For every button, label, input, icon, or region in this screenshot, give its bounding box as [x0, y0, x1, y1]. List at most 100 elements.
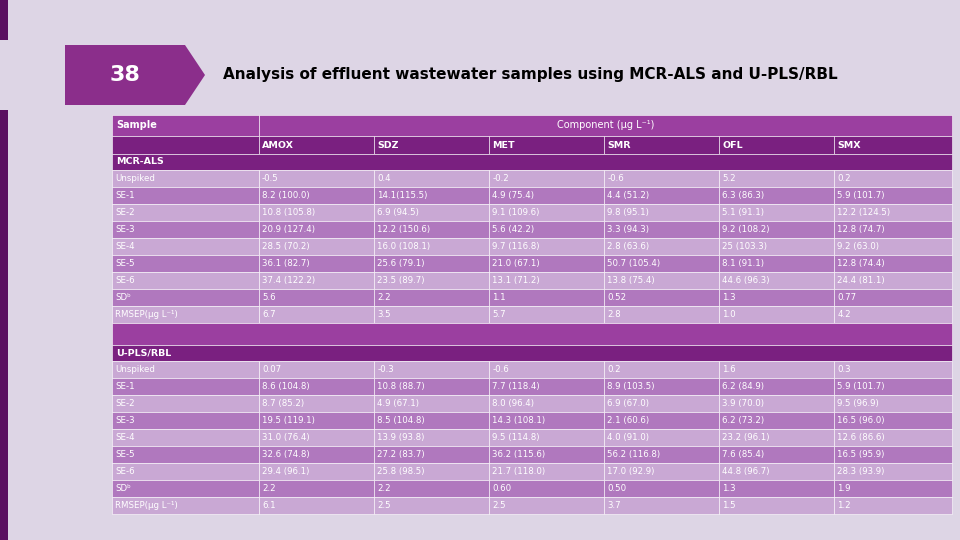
- Bar: [719, 170, 834, 187]
- Bar: [834, 136, 952, 154]
- Text: 16.0 (108.1): 16.0 (108.1): [377, 242, 430, 251]
- Text: 9.1 (109.6): 9.1 (109.6): [492, 208, 540, 217]
- Text: 0.3: 0.3: [837, 365, 851, 374]
- Text: Unspiked: Unspiked: [115, 365, 155, 374]
- Text: 6.2 (73.2): 6.2 (73.2): [722, 416, 764, 425]
- Bar: [374, 378, 490, 395]
- Bar: [490, 187, 604, 204]
- Text: 2.8: 2.8: [608, 310, 621, 319]
- Bar: [834, 221, 952, 238]
- Bar: [374, 412, 490, 429]
- Bar: [374, 361, 490, 378]
- Text: 9.5 (96.9): 9.5 (96.9): [837, 399, 879, 408]
- Text: 12.6 (86.6): 12.6 (86.6): [837, 433, 885, 442]
- Text: SE-3: SE-3: [115, 416, 134, 425]
- Bar: [259, 446, 374, 463]
- Bar: [374, 136, 490, 154]
- Bar: [719, 136, 834, 154]
- Bar: [112, 323, 952, 345]
- Text: 0.2: 0.2: [608, 365, 621, 374]
- Bar: [374, 221, 490, 238]
- Bar: [112, 255, 259, 272]
- Bar: [604, 306, 719, 323]
- Text: 0.77: 0.77: [837, 293, 856, 302]
- Text: 0.4: 0.4: [377, 174, 391, 183]
- Text: 6.7: 6.7: [262, 310, 276, 319]
- Bar: [112, 395, 259, 412]
- Text: SE-6: SE-6: [115, 276, 134, 285]
- Text: 0.07: 0.07: [262, 365, 281, 374]
- Bar: [112, 497, 259, 514]
- Bar: [719, 446, 834, 463]
- Bar: [834, 463, 952, 480]
- Text: 0.50: 0.50: [608, 484, 626, 493]
- Bar: [112, 115, 259, 136]
- Bar: [719, 289, 834, 306]
- Text: SE-5: SE-5: [115, 450, 134, 459]
- Text: SE-6: SE-6: [115, 467, 134, 476]
- Bar: [834, 446, 952, 463]
- Text: 9.2 (63.0): 9.2 (63.0): [837, 242, 879, 251]
- Text: 3.5: 3.5: [377, 310, 391, 319]
- Bar: [374, 255, 490, 272]
- Text: 32.6 (74.8): 32.6 (74.8): [262, 450, 310, 459]
- Text: 37.4 (122.2): 37.4 (122.2): [262, 276, 315, 285]
- Bar: [112, 238, 259, 255]
- Bar: [490, 289, 604, 306]
- Bar: [112, 272, 259, 289]
- Text: U-PLS/RBL: U-PLS/RBL: [116, 348, 171, 357]
- Text: 21.7 (118.0): 21.7 (118.0): [492, 467, 545, 476]
- Text: 6.9 (94.5): 6.9 (94.5): [377, 208, 419, 217]
- Text: 36.1 (82.7): 36.1 (82.7): [262, 259, 310, 268]
- Bar: [112, 480, 259, 497]
- Bar: [719, 429, 834, 446]
- Bar: [490, 429, 604, 446]
- Text: 31.0 (76.4): 31.0 (76.4): [262, 433, 310, 442]
- Bar: [490, 272, 604, 289]
- Bar: [490, 238, 604, 255]
- Bar: [112, 289, 259, 306]
- Bar: [374, 480, 490, 497]
- Text: 3.7: 3.7: [608, 501, 621, 510]
- Text: 38: 38: [109, 65, 140, 85]
- Bar: [112, 204, 259, 221]
- Text: 5.9 (101.7): 5.9 (101.7): [837, 191, 885, 200]
- Bar: [604, 378, 719, 395]
- Bar: [112, 187, 259, 204]
- Bar: [259, 255, 374, 272]
- Bar: [112, 306, 259, 323]
- Bar: [834, 289, 952, 306]
- Text: 4.2: 4.2: [837, 310, 851, 319]
- Polygon shape: [65, 45, 205, 105]
- Bar: [259, 378, 374, 395]
- Text: 9.8 (95.1): 9.8 (95.1): [608, 208, 649, 217]
- Bar: [490, 170, 604, 187]
- Text: 7.6 (85.4): 7.6 (85.4): [722, 450, 764, 459]
- Text: 10.8 (105.8): 10.8 (105.8): [262, 208, 315, 217]
- Bar: [719, 395, 834, 412]
- Text: 1.9: 1.9: [837, 484, 851, 493]
- Text: 56.2 (116.8): 56.2 (116.8): [608, 450, 660, 459]
- Text: 5.1 (91.1): 5.1 (91.1): [722, 208, 764, 217]
- Bar: [374, 272, 490, 289]
- Bar: [259, 221, 374, 238]
- Text: 16.5 (96.0): 16.5 (96.0): [837, 416, 885, 425]
- Bar: [259, 480, 374, 497]
- Text: 5.6 (42.2): 5.6 (42.2): [492, 225, 535, 234]
- Text: SDᵇ: SDᵇ: [115, 293, 131, 302]
- Text: 1.0: 1.0: [722, 310, 736, 319]
- Text: SE-5: SE-5: [115, 259, 134, 268]
- Text: 5.9 (101.7): 5.9 (101.7): [837, 382, 885, 391]
- Bar: [259, 497, 374, 514]
- Text: SE-4: SE-4: [115, 242, 134, 251]
- Bar: [604, 204, 719, 221]
- Bar: [259, 306, 374, 323]
- Text: 2.5: 2.5: [377, 501, 391, 510]
- Bar: [112, 154, 952, 170]
- Text: 1.6: 1.6: [722, 365, 736, 374]
- Text: 12.2 (124.5): 12.2 (124.5): [837, 208, 891, 217]
- Text: 0.52: 0.52: [608, 293, 626, 302]
- Bar: [604, 446, 719, 463]
- Bar: [834, 378, 952, 395]
- Bar: [112, 136, 259, 154]
